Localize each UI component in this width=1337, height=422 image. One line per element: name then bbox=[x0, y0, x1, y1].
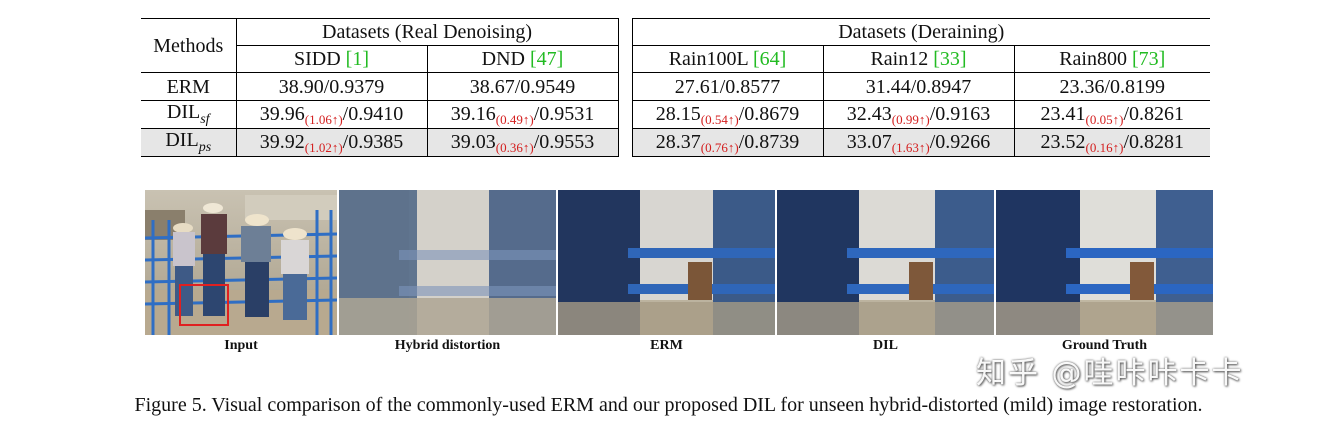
table-row-erm: ERM 38.90/0.9379 38.67/0.9549 27.61/0.85… bbox=[141, 72, 1211, 101]
method-name: DILps bbox=[141, 128, 237, 157]
result-cell: 38.67/0.9549 bbox=[427, 72, 619, 101]
watermark: 知乎 @哇咔咔卡卡 bbox=[976, 356, 1244, 391]
result-cell: 31.44/0.8947 bbox=[823, 72, 1015, 101]
col-header-rain800: Rain800 [73] bbox=[1014, 45, 1211, 73]
col-header-rain100l: Rain100L [64] bbox=[632, 45, 824, 73]
result-cell: 32.43(0.99↑)/0.9163 bbox=[823, 100, 1015, 129]
result-cell: 39.03(0.36↑)/0.9553 bbox=[427, 128, 619, 157]
erm-result-image bbox=[558, 190, 775, 335]
result-cell: 39.16(0.49↑)/0.9531 bbox=[427, 100, 619, 129]
col-header-sidd: SIDD [1] bbox=[236, 45, 428, 73]
input-image bbox=[145, 190, 337, 335]
hybrid-distortion-image bbox=[339, 190, 556, 335]
result-cell: 28.37(0.76↑)/0.8739 bbox=[632, 128, 824, 157]
method-name: DILsf bbox=[141, 100, 237, 129]
figure-caption: Figure 5. Visual comparison of the commo… bbox=[134, 394, 1203, 416]
result-cell: 39.92(1.02↑)/0.9385 bbox=[236, 128, 428, 157]
method-name: ERM bbox=[141, 72, 237, 101]
panel-label-hybrid: Hybrid distortion bbox=[394, 338, 501, 353]
methods-header: Methods bbox=[141, 18, 237, 73]
dil-result-image bbox=[777, 190, 994, 335]
result-cell: 28.15(0.54↑)/0.8679 bbox=[632, 100, 824, 129]
panel-label-input: Input bbox=[224, 338, 258, 353]
group-header-denoising: Datasets (Real Denoising) bbox=[236, 18, 619, 46]
result-cell: 23.52(0.16↑)/0.8281 bbox=[1014, 128, 1211, 157]
panel-label-ground-truth: Ground Truth bbox=[1061, 338, 1148, 353]
table-row-dil-ps: DILps 39.92(1.02↑)/0.9385 39.03(0.36↑)/0… bbox=[141, 128, 1211, 157]
col-header-dnd: DND [47] bbox=[427, 45, 619, 73]
result-cell: 23.41(0.05↑)/0.8261 bbox=[1014, 100, 1211, 129]
group-header-deraining: Datasets (Deraining) bbox=[632, 18, 1211, 46]
table-row-dil-sf: DILsf 39.96(1.06↑)/0.9410 39.16(0.49↑)/0… bbox=[141, 100, 1211, 129]
result-cell: 39.96(1.06↑)/0.9410 bbox=[236, 100, 428, 129]
result-cell: 23.36/0.8199 bbox=[1014, 72, 1211, 101]
ground-truth-image bbox=[996, 190, 1213, 335]
col-header-rain12: Rain12 [33] bbox=[823, 45, 1015, 73]
result-cell: 27.61/0.8577 bbox=[632, 72, 824, 101]
results-table: Methods Datasets (Real Denoising) Datase… bbox=[141, 18, 1211, 157]
result-cell: 33.07(1.63↑)/0.9266 bbox=[823, 128, 1015, 157]
panel-label-dil: DIL bbox=[873, 338, 898, 353]
result-cell: 38.90/0.9379 bbox=[236, 72, 428, 101]
panel-label-erm: ERM bbox=[650, 338, 683, 353]
